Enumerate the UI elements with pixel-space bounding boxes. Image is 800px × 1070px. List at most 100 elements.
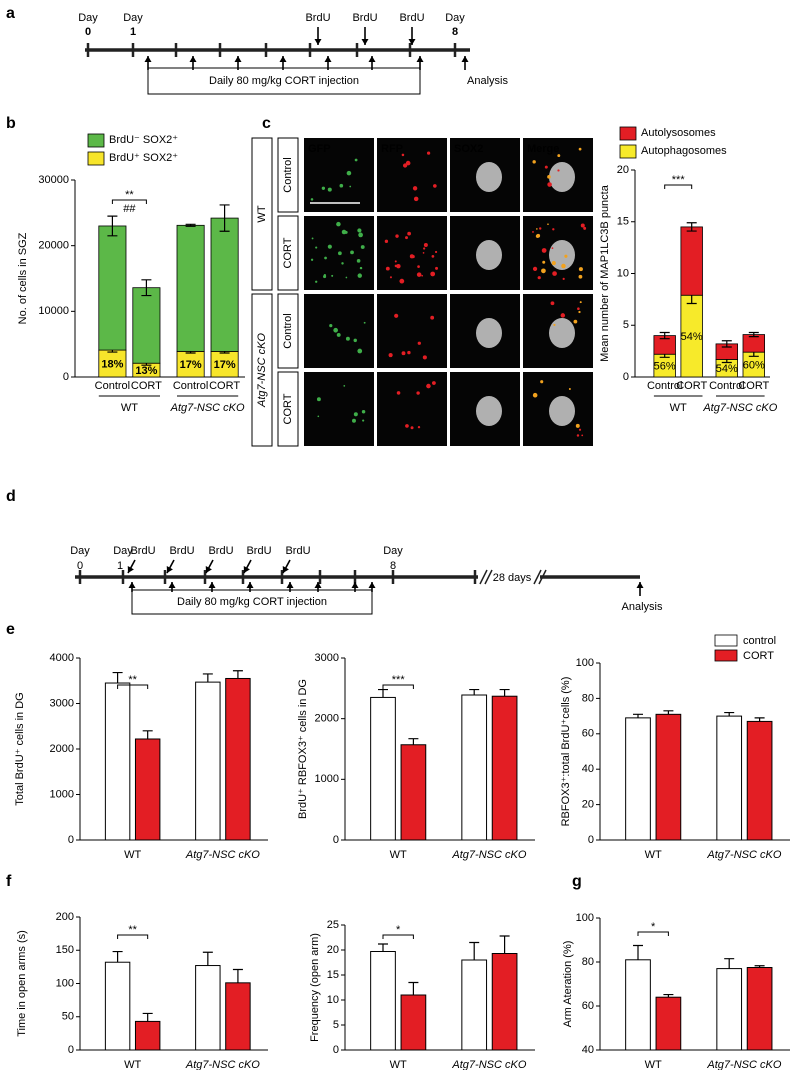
arrow-head	[314, 582, 322, 588]
day-label: Day	[445, 12, 465, 24]
puncta	[426, 151, 431, 155]
puncta	[564, 254, 568, 258]
puncta	[333, 327, 338, 333]
error-bar	[499, 935, 510, 954]
bar	[746, 967, 773, 1051]
puncta	[388, 353, 393, 358]
puncta	[541, 248, 547, 253]
puncta	[417, 265, 420, 268]
y-tick-label: 0	[68, 834, 74, 846]
group-label: WT	[390, 849, 407, 861]
group-label: WT	[124, 1059, 141, 1070]
bar	[195, 681, 221, 841]
error-bar	[202, 951, 213, 966]
puncta	[394, 260, 397, 263]
puncta	[327, 187, 332, 192]
error-bar	[469, 941, 480, 960]
legend-swatch	[87, 151, 105, 166]
group-label: Atg7-NSC cKO	[185, 849, 260, 861]
bar	[104, 682, 131, 841]
segment-label: 13%	[135, 365, 157, 377]
genotype-box	[251, 293, 273, 447]
significance-bracket	[382, 934, 414, 939]
error-bar	[408, 981, 419, 995]
arrow-head	[144, 56, 152, 62]
legend-swatch	[87, 133, 105, 148]
puncta	[346, 170, 352, 176]
arrow-head	[246, 582, 254, 588]
puncta	[416, 272, 422, 277]
puncta	[315, 246, 318, 249]
arrow-head	[368, 582, 376, 588]
significance-label: *	[651, 921, 656, 933]
day-label: Day	[123, 12, 143, 24]
condition-label: Control	[282, 313, 294, 348]
puncta	[396, 263, 401, 269]
y-tick-label: 15	[617, 216, 629, 228]
puncta	[562, 277, 565, 280]
puncta	[532, 230, 534, 233]
error-bar	[686, 222, 697, 232]
bar-segment	[210, 217, 239, 352]
puncta	[583, 226, 587, 230]
puncta	[433, 184, 437, 188]
legend-swatch	[714, 649, 738, 662]
y-tick-label: 10000	[38, 305, 69, 317]
y-tick-label: 10	[327, 994, 339, 1006]
puncta	[349, 185, 352, 188]
arrow-head	[128, 582, 136, 588]
puncta	[581, 434, 584, 437]
channel-label: SOX2	[454, 143, 483, 155]
puncta	[560, 313, 566, 318]
puncta	[385, 266, 390, 271]
arrow-head	[324, 56, 332, 62]
cell-nucleus	[549, 396, 575, 426]
puncta	[578, 147, 582, 151]
puncta	[416, 391, 420, 395]
y-tick-label: 30000	[38, 174, 69, 186]
puncta	[423, 247, 426, 250]
group-label: WT	[645, 849, 662, 861]
y-tick-label: 80	[582, 692, 594, 704]
error-bar	[724, 958, 735, 969]
puncta	[550, 301, 555, 306]
arrow-head	[243, 566, 250, 573]
day-number: 0	[77, 560, 83, 572]
y-tick-label: 25	[327, 919, 339, 931]
error-bar	[185, 223, 196, 227]
puncta	[547, 182, 552, 187]
bar	[625, 717, 651, 841]
puncta	[430, 315, 435, 320]
cell-nucleus	[476, 396, 502, 426]
group-label: Atg7-NSC cKO	[702, 402, 777, 414]
puncta	[405, 160, 411, 166]
x-tick-label: Control	[709, 380, 744, 392]
y-tick-label: 0	[68, 1044, 74, 1056]
brdu-label: BrdU	[208, 545, 233, 557]
puncta	[553, 323, 556, 327]
arrow-head	[282, 566, 289, 573]
error-bar	[408, 738, 419, 745]
y-tick-label: 0	[588, 834, 594, 846]
puncta	[360, 245, 365, 249]
puncta	[339, 183, 344, 188]
condition-box	[277, 371, 299, 447]
group-label: Atg7-NSC cKO	[170, 402, 245, 414]
puncta	[399, 278, 405, 284]
y-tick-label: 150	[56, 944, 74, 956]
genotype-label: WT	[256, 205, 268, 222]
puncta	[336, 221, 341, 227]
segment-label: 17%	[214, 359, 236, 371]
significance-bracket	[111, 199, 147, 204]
puncta	[331, 274, 334, 277]
puncta	[431, 381, 436, 385]
channel-label: GFP	[308, 143, 331, 155]
significance-bracket	[117, 934, 149, 939]
puncta	[535, 234, 540, 238]
y-tick-label: 3000	[315, 652, 339, 664]
puncta	[578, 267, 583, 272]
bar	[491, 953, 518, 1051]
puncta	[389, 276, 392, 279]
condition-box	[277, 215, 299, 291]
panel-label: g	[572, 873, 582, 890]
